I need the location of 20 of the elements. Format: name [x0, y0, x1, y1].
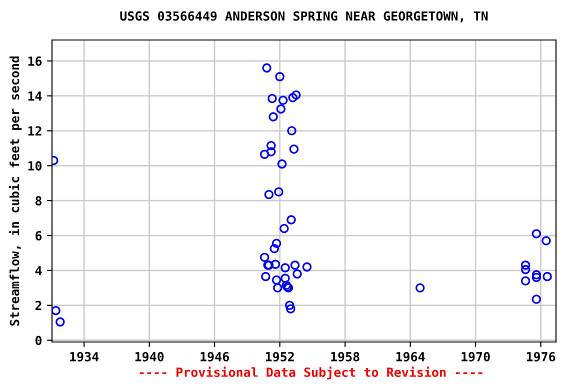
y-tick-label: 4: [35, 266, 42, 276]
x-tick-label: 1964: [396, 352, 425, 362]
text: ---- Provisional Data Subject to Revision ----: [140, 366, 482, 380]
chart-title: USGS 03566449 ANDERSON SPRING NEAR GEORGETOWN, TN: [120, 11, 488, 22]
x-tick-label: 1952: [266, 352, 294, 362]
x-tick-label: 1946: [200, 352, 229, 362]
x-tick-label: 1976: [526, 352, 556, 362]
y-tick-label: 0: [36, 336, 42, 346]
x-tick-label: 1940: [135, 352, 164, 362]
x-tick-label: 1970: [462, 352, 490, 362]
x-tick-label: 1958: [331, 352, 360, 362]
y-axis-title: Streamflow, in cubic feet per second: [8, 56, 22, 326]
y-tick-label: 8: [36, 196, 42, 206]
x-tick-label: 1934: [70, 352, 99, 362]
y-tick-label: 12: [28, 126, 42, 136]
y-tick-label: 16: [28, 56, 42, 66]
y-tick-label: 14: [28, 91, 42, 101]
y-tick-label: 10: [28, 161, 42, 171]
y-tick-label: 2: [35, 300, 42, 310]
y-tick-label: 6: [36, 231, 42, 240]
